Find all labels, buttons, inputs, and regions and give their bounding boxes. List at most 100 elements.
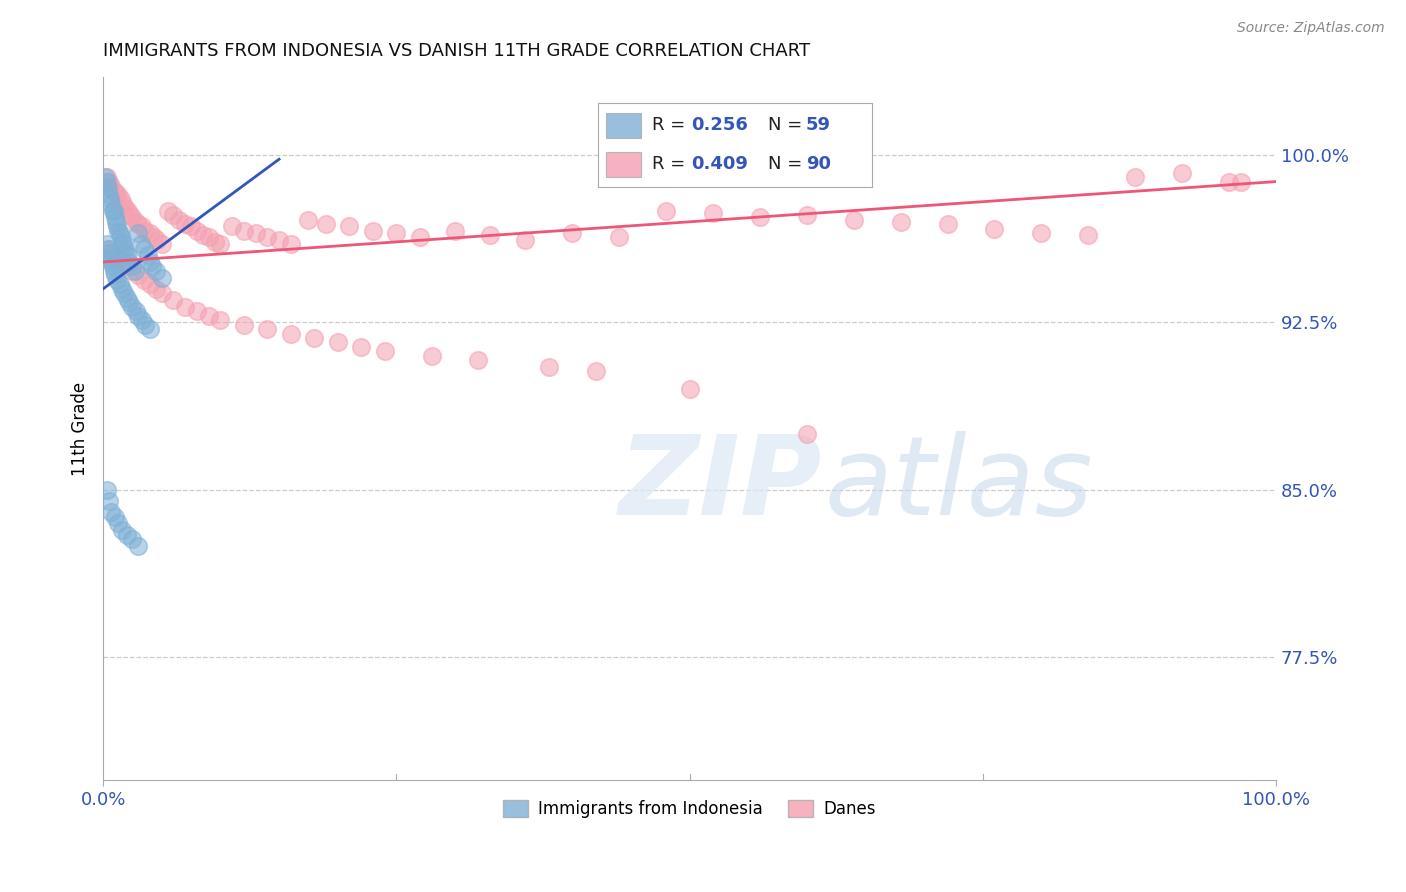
Point [114,202,136,216]
Point [1031,226,1053,240]
Point [129,237,152,252]
Point [127,226,149,240]
Text: 0.256: 0.256 [690,117,748,135]
Point [134,273,156,287]
Point [127,309,149,323]
Point [146,233,169,247]
Point [101,260,124,274]
Point [107,516,129,531]
Point [245,226,267,240]
Point [515,233,537,247]
Point [94,170,117,185]
Point [936,217,959,231]
Text: R =: R = [652,155,692,173]
Text: atlas: atlas [824,431,1092,538]
Point [315,217,337,231]
Point [280,326,302,341]
Point [96,483,118,497]
Legend: Immigrants from Indonesia, Danes: Immigrants from Indonesia, Danes [496,793,883,825]
Point [100,179,122,194]
Point [350,340,373,354]
Point [326,335,349,350]
Point [134,318,156,332]
Point [890,215,912,229]
Point [97,242,120,256]
Point [111,235,134,249]
Bar [606,112,641,138]
Point [134,224,156,238]
Point [114,246,136,260]
Point [100,505,122,519]
Text: R =: R = [652,117,692,135]
Point [1218,175,1240,189]
Point [131,219,153,234]
Point [96,175,118,189]
Text: 59: 59 [806,117,831,135]
Point [100,197,122,211]
Point [204,235,226,249]
Point [97,181,120,195]
Point [103,203,125,218]
Text: N =: N = [768,155,807,173]
Point [186,224,208,238]
Point [678,382,700,396]
Point [105,186,128,200]
Point [256,322,278,336]
Point [983,221,1005,235]
Point [104,211,127,225]
Text: IMMIGRANTS FROM INDONESIA VS DANISH 11TH GRADE CORRELATION CHART: IMMIGRANTS FROM INDONESIA VS DANISH 11TH… [103,42,810,60]
Point [105,273,128,287]
Point [105,219,128,234]
Point [127,268,149,283]
Point [385,226,408,240]
Point [121,260,143,274]
Point [115,527,138,541]
Point [98,193,121,207]
Point [141,260,163,274]
Point [479,228,502,243]
Point [232,318,254,332]
Point [339,219,361,234]
Point [607,230,630,244]
Point [104,509,127,524]
Point [150,270,173,285]
Point [121,211,143,225]
Point [118,255,141,269]
Point [420,349,443,363]
Point [191,228,214,243]
Point [127,539,149,553]
Point [1229,175,1251,189]
Point [145,264,167,278]
Point [117,203,139,218]
Point [98,246,121,260]
Point [1171,166,1194,180]
Point [537,359,560,374]
Point [139,255,162,269]
Bar [606,152,641,178]
Point [125,215,148,229]
Point [110,193,132,207]
Point [115,291,138,305]
Text: 90: 90 [806,155,831,173]
Point [124,264,146,278]
Text: ZIP: ZIP [619,431,823,538]
Text: N =: N = [768,117,807,135]
Point [585,364,607,378]
Point [101,246,124,260]
Point [100,255,122,269]
Point [156,203,179,218]
Point [145,282,167,296]
Point [96,237,118,252]
Point [121,264,143,278]
Point [561,226,583,240]
Point [139,322,162,336]
Point [115,248,138,262]
Point [125,304,148,318]
Point [169,212,191,227]
Point [467,353,489,368]
Point [108,226,131,240]
Point [127,217,149,231]
Point [121,532,143,546]
Point [702,206,724,220]
Point [186,304,208,318]
